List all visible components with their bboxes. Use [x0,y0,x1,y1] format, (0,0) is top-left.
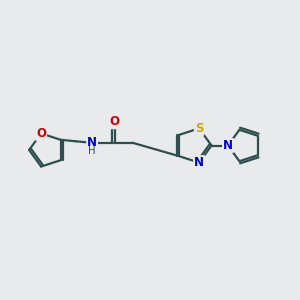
Text: O: O [110,115,120,128]
Text: N: N [194,156,204,169]
Text: N: N [87,136,97,149]
Text: O: O [36,127,46,140]
Text: H: H [88,146,96,156]
Text: N: N [223,139,233,152]
Text: S: S [195,122,203,135]
